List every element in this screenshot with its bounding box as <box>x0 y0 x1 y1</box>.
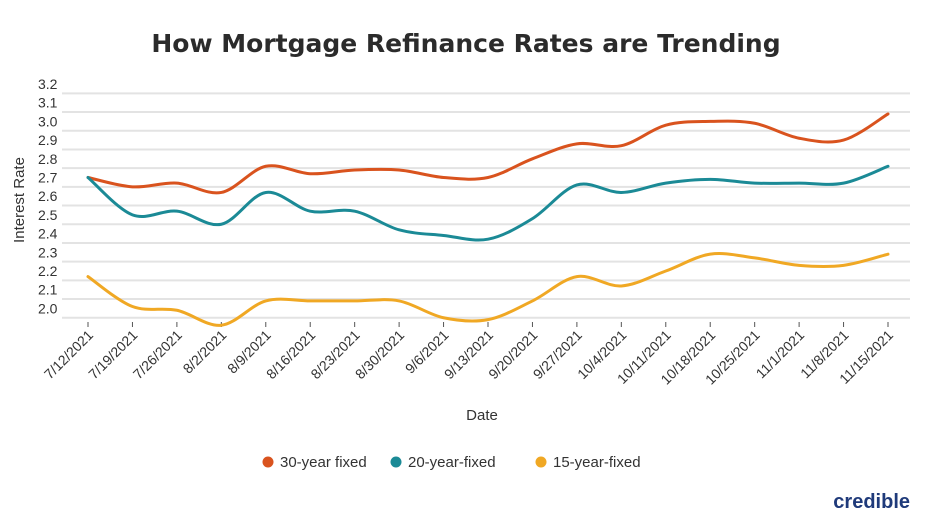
y-axis-label: Interest Rate <box>11 157 28 243</box>
y-tick-label: 2.6 <box>38 188 58 204</box>
chart-title: How Mortgage Refinance Rates are Trendin… <box>151 29 780 58</box>
legend-item: 30-year fixed <box>262 454 367 471</box>
legend-label: 20-year-fixed <box>408 454 496 471</box>
series-lines <box>86 112 890 327</box>
y-tick-label: 2.4 <box>38 226 58 242</box>
legend-swatch <box>535 456 547 468</box>
legend-item: 15-year-fixed <box>535 454 641 471</box>
legend-swatch <box>262 456 274 468</box>
x-axis-label: Date <box>466 407 498 424</box>
x-tick-label: 8/2/2021 <box>180 327 230 377</box>
y-tick-label: 3.1 <box>38 95 58 111</box>
y-tick-label: 3.0 <box>38 113 58 129</box>
x-axis-ticks: 7/12/20217/19/20217/26/20218/2/20218/9/2… <box>41 322 896 388</box>
y-tick-label: 2.1 <box>38 282 58 298</box>
y-tick-label: 2.5 <box>38 207 58 223</box>
y-tick-label: 2.3 <box>38 244 58 260</box>
legend-label: 15-year-fixed <box>553 454 641 471</box>
credible-logo: credible <box>833 491 910 513</box>
legend-swatch <box>390 456 402 468</box>
y-tick-label: 2.7 <box>38 170 58 186</box>
x-tick-label: 8/30/2021 <box>352 327 408 383</box>
series-line-0 <box>86 112 890 195</box>
legend-item: 20-year-fixed <box>390 454 496 471</box>
series-line-2 <box>86 252 890 327</box>
x-tick-label: 7/26/2021 <box>130 327 186 383</box>
y-tick-label: 2.9 <box>38 132 58 148</box>
legend: 30-year fixed 20-year-fixed 15-year-fixed <box>262 454 641 471</box>
y-axis-ticks: 3.2 3.1 3.0 2.9 2.8 2.7 2.6 2.5 2.4 2.3 2.2 2.1 2.0 <box>38 76 58 316</box>
y-tick-label: 2.8 <box>38 151 58 167</box>
legend-label: 30-year fixed <box>280 454 367 471</box>
y-tick-label: 3.2 <box>38 76 58 92</box>
y-tick-label: 2.0 <box>38 300 58 316</box>
y-tick-label: 2.2 <box>38 263 58 279</box>
gridlines <box>62 92 910 319</box>
